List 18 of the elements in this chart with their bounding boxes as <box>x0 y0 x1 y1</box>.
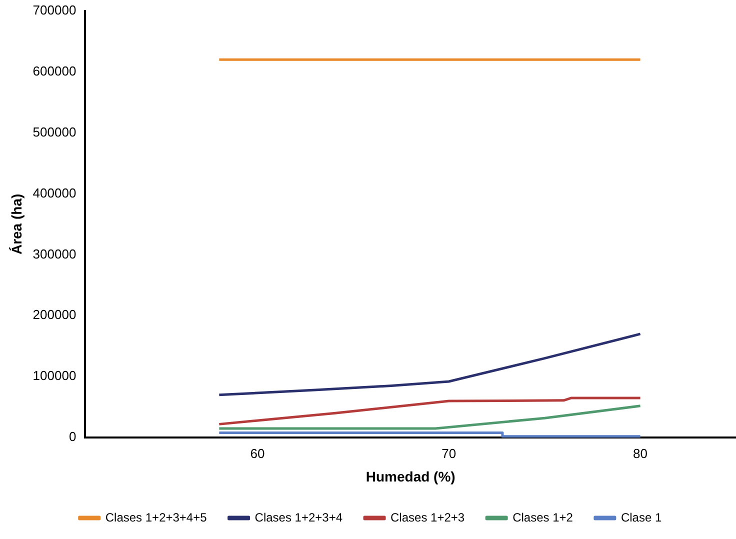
y-tick-label: 100000 <box>32 368 76 384</box>
y-tick-label: 700000 <box>32 2 76 18</box>
y-tick-label: 300000 <box>32 246 76 262</box>
legend-label: Clases 1+2+3+4+5 <box>105 510 208 524</box>
x-tick-label: 80 <box>633 446 648 461</box>
x-tick-label: 70 <box>442 446 456 461</box>
x-axis-title: Humedad (%) <box>366 468 456 484</box>
legend-label: Clases 1+2 <box>512 510 574 524</box>
x-tick-label: 60 <box>250 446 265 461</box>
y-tick-label: 500000 <box>32 124 76 140</box>
y-tick-label: 400000 <box>32 185 76 200</box>
legend-label: Clases 1+2+3+4 <box>254 510 343 524</box>
y-axis-title: Área (ha) <box>8 194 24 255</box>
legend-label: Clase 1 <box>620 510 662 524</box>
y-tick-label: 200000 <box>32 307 76 322</box>
y-tick-label: 0 <box>68 429 76 444</box>
legend-label: Clases 1+2+3 <box>390 510 465 524</box>
y-tick-label: 600000 <box>32 63 76 78</box>
